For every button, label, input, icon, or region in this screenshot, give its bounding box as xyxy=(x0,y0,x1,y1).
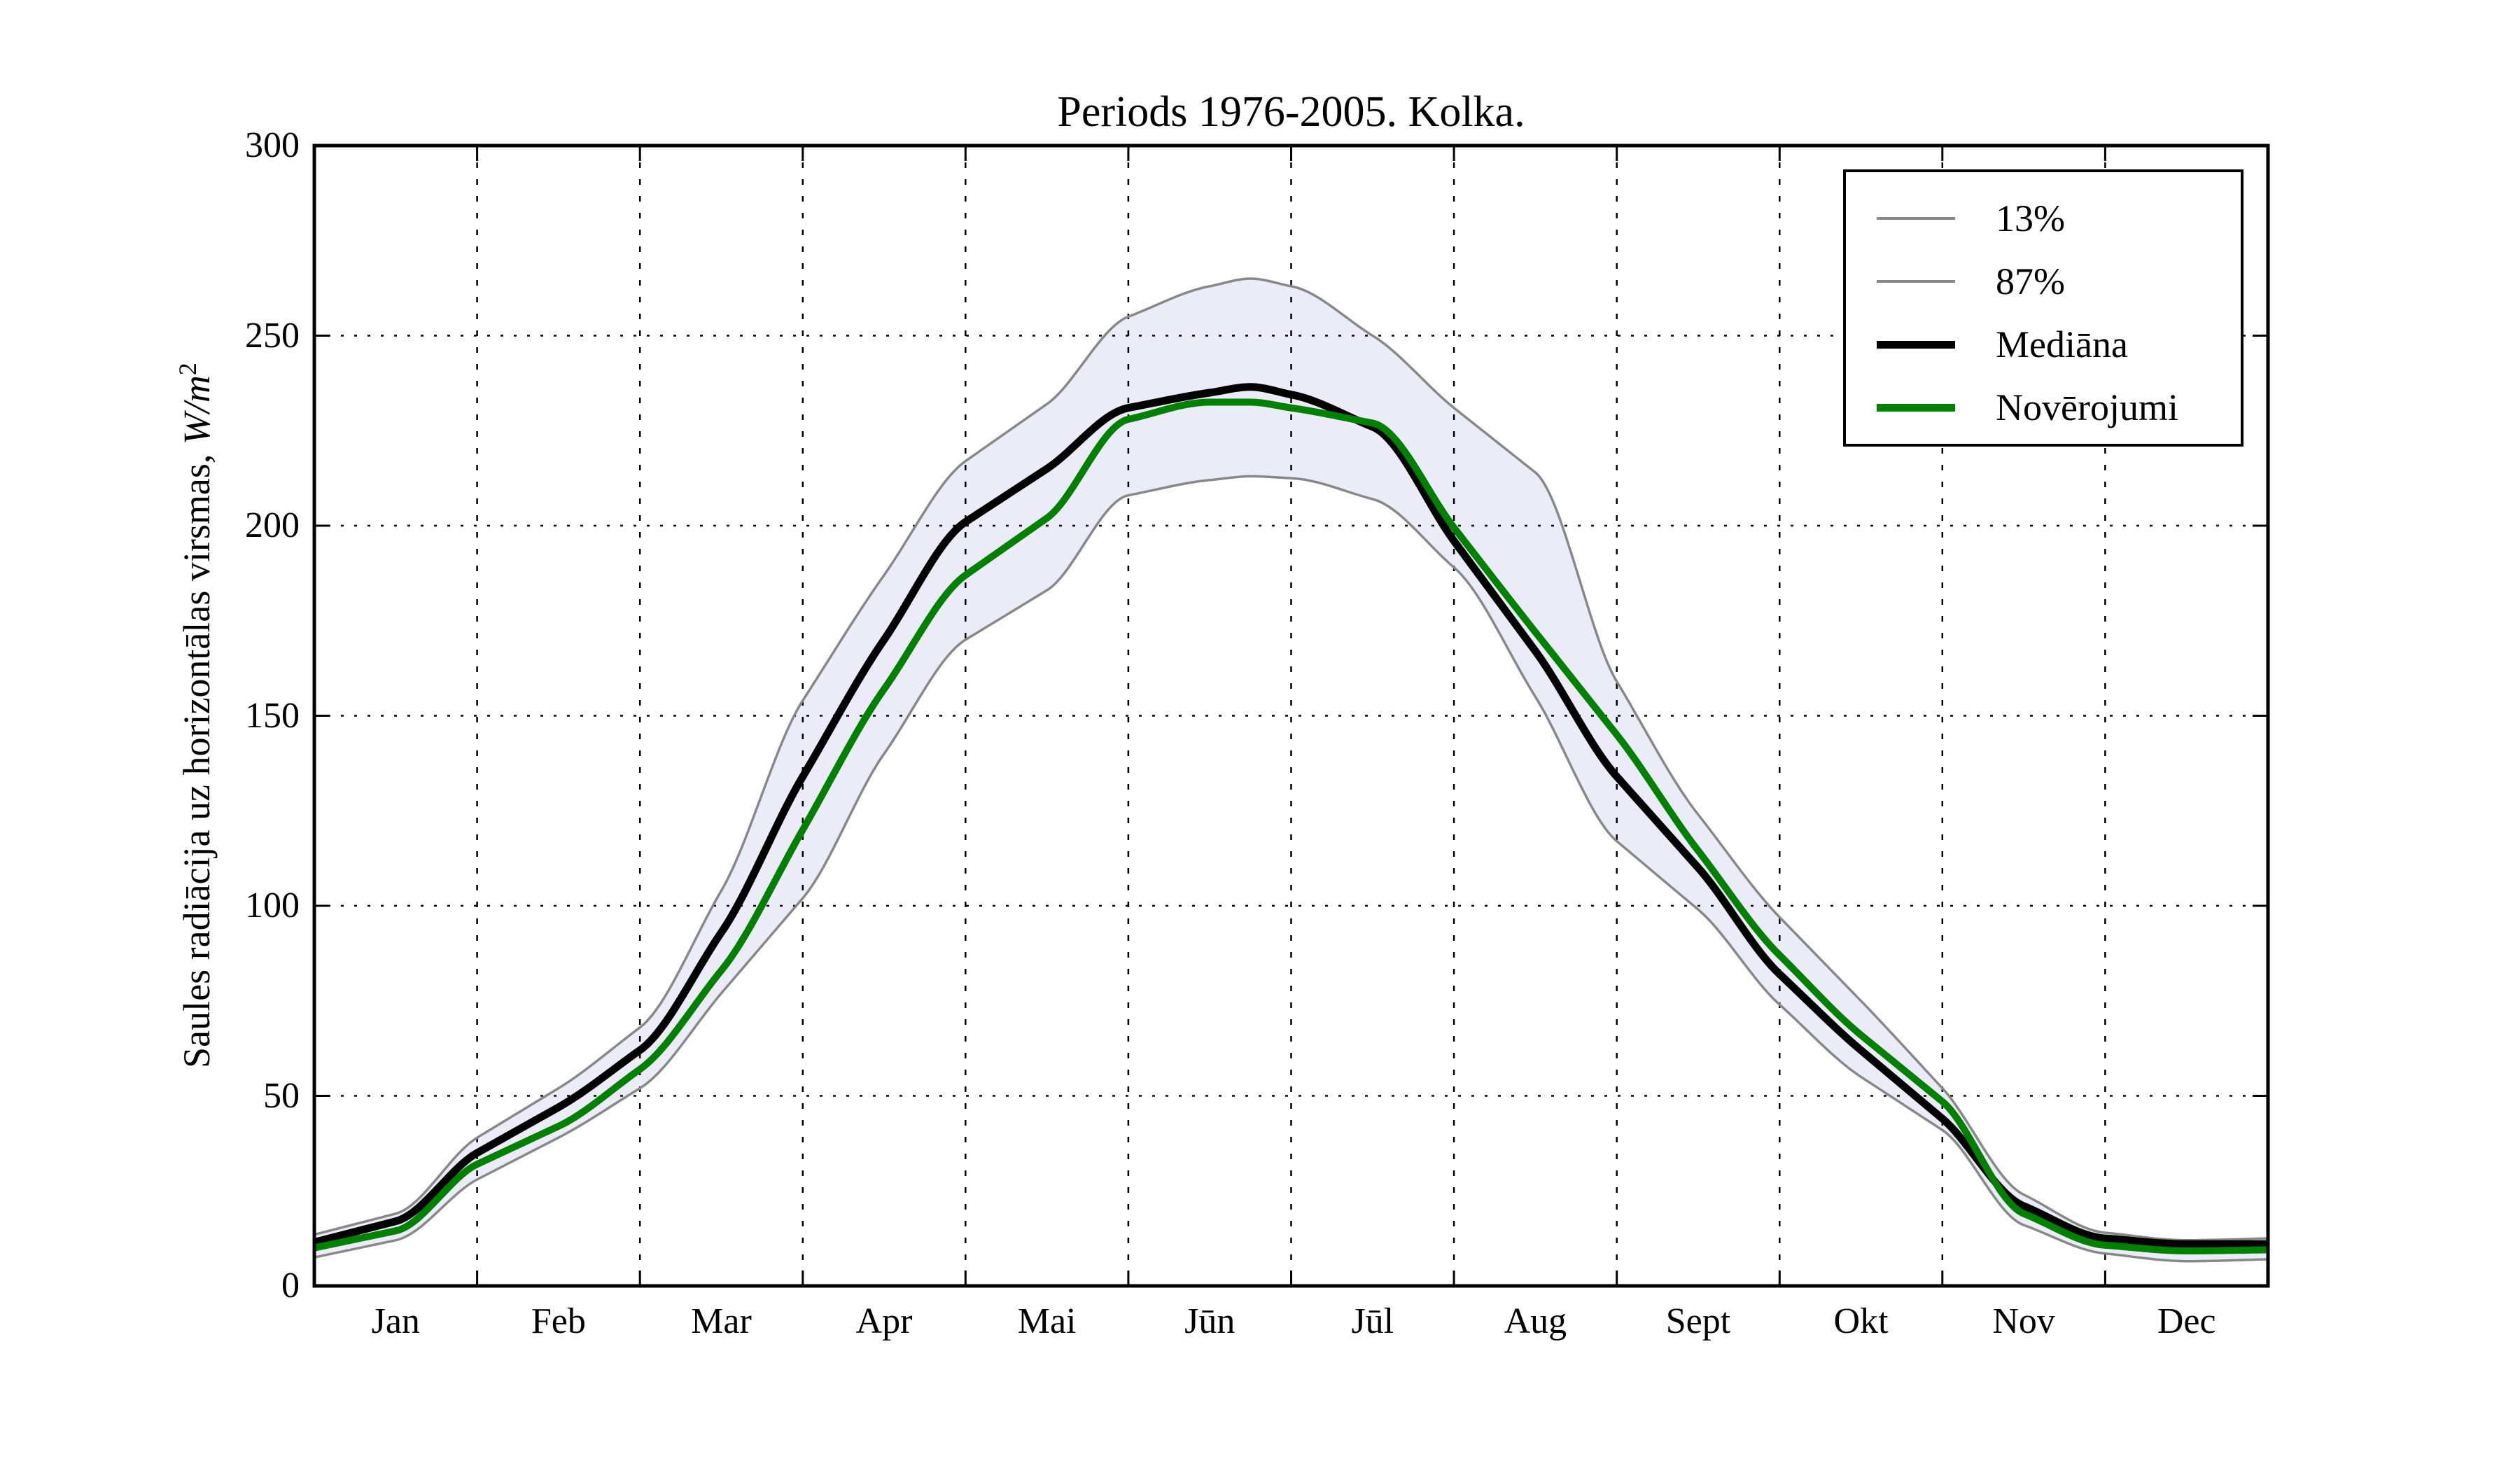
x-tick-label: Jūn xyxy=(1184,1301,1236,1341)
legend-label: 87% xyxy=(1996,260,2065,302)
axes-spines xyxy=(312,144,2270,1288)
x-tick-label: Mai xyxy=(1017,1301,1077,1341)
y-tick-label: 250 xyxy=(245,315,300,356)
x-tick-label: Apr xyxy=(855,1301,913,1341)
x-tick-label: Sept xyxy=(1665,1301,1731,1341)
y-tick-label: 150 xyxy=(245,695,300,736)
y-tick-label: 0 xyxy=(281,1266,300,1306)
legend-row: Mediāna xyxy=(1846,313,2241,376)
legend-swatch xyxy=(1877,217,1955,220)
legend-row: 13% xyxy=(1846,187,2241,250)
x-tick-label: Feb xyxy=(531,1301,586,1341)
legend-label: Mediāna xyxy=(1996,323,2128,365)
x-tick-label: Dec xyxy=(2157,1301,2216,1341)
legend-label: Novērojumi xyxy=(1996,386,2178,428)
confidence-band xyxy=(314,279,2268,1261)
legend-label: 13% xyxy=(1996,197,2065,239)
x-tick-label: Aug xyxy=(1504,1301,1567,1341)
y-tick-label: 300 xyxy=(245,125,300,165)
legend: 13% 87% Mediāna Novērojumi xyxy=(1843,169,2244,447)
legend-swatch xyxy=(1877,340,1955,349)
legend-row: 87% xyxy=(1846,250,2241,313)
x-tick-label: Okt xyxy=(1833,1301,1889,1341)
legend-row: Novērojumi xyxy=(1846,376,2241,439)
x-tick-label: Jūl xyxy=(1351,1301,1394,1341)
percentile-13-curve xyxy=(314,475,2269,1263)
y-tick-label: 100 xyxy=(245,886,300,925)
x-tick-label: Mar xyxy=(691,1301,752,1341)
legend-swatch xyxy=(1877,403,1955,412)
x-tick-label: Nov xyxy=(1992,1301,2055,1341)
y-tick-label: 200 xyxy=(245,505,300,545)
x-tick-label: Jan xyxy=(371,1301,420,1341)
chart-title: Periods 1976-2005. Kolka. xyxy=(1057,88,1525,136)
legend-swatch xyxy=(1877,280,1955,283)
median-curve xyxy=(313,383,2268,1248)
observations-curve xyxy=(313,398,2269,1255)
percentile-87-curve xyxy=(314,277,2269,1242)
y-tick-label: 50 xyxy=(263,1075,300,1116)
